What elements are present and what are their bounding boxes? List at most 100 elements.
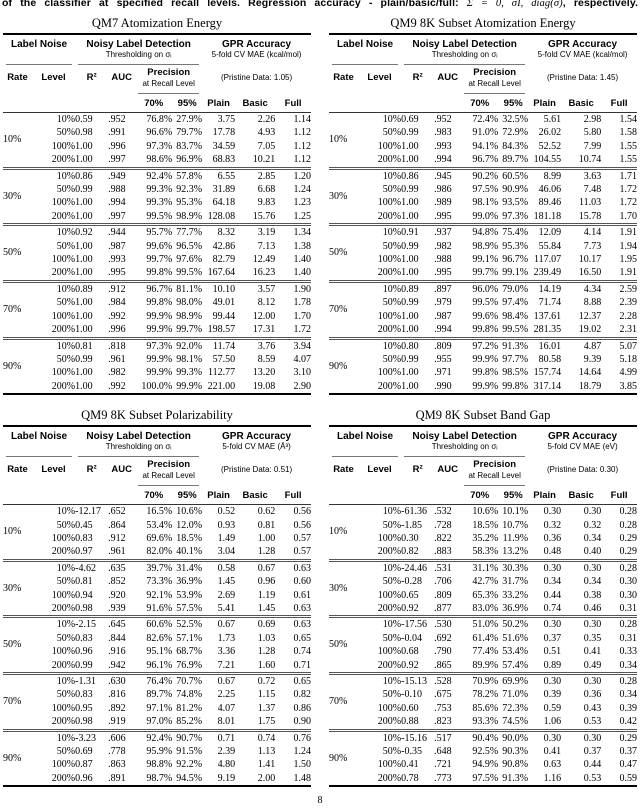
auc-cell: .945 xyxy=(434,166,462,184)
mae-full-cell: 2.39 xyxy=(619,297,638,309)
mae-basic-cell: 12.37 xyxy=(578,310,602,322)
table-row: 50% 0.99 .979 99.5% 97.4% 71.74 8.88 2.39 xyxy=(329,296,637,309)
rate-header: Rate xyxy=(333,72,354,83)
noise-level-cell: 50% xyxy=(382,240,402,252)
auc-cell: .979 xyxy=(434,297,452,309)
recall-95-header: 95% xyxy=(498,94,529,113)
noise-level-cell: 100% xyxy=(51,254,76,266)
noise-level-cell: 10% xyxy=(357,166,402,184)
r2-cell: 0.92 xyxy=(401,659,419,671)
mae-full-cell: 0.37 xyxy=(619,746,638,758)
table-row: 50% 0.69 .778 95.9% 91.5% 2.39 1.13 1.24 xyxy=(3,745,311,758)
auc-cell: .997 xyxy=(108,210,126,222)
basic-header: Basic xyxy=(235,486,276,506)
auc-cell: .996 xyxy=(108,324,126,336)
mae-full-cell: 1.54 xyxy=(619,114,638,125)
precision-70-cell: 65.3% xyxy=(472,589,499,601)
r2-cell: -0.35 xyxy=(401,746,422,758)
noise-level-cell: 50% xyxy=(56,353,76,365)
precision-95-cell: 96.9% xyxy=(176,154,203,166)
mae-basic-cell: 7.48 xyxy=(583,184,602,196)
precision-95-cell: 99.1% xyxy=(502,267,529,279)
header-rule-row xyxy=(329,451,637,458)
mae-plain-cell: 0.59 xyxy=(543,702,562,714)
mae-basic-cell: 1.00 xyxy=(257,532,276,544)
table-row: 70% 10% 0.89.912 96.7% 81.1% 10.10 3.57 1.90 xyxy=(3,279,311,338)
mae-plain-cell: 8.99 xyxy=(528,166,562,184)
table-row: 100% 0.60 .753 85.6% 72.3% 0.59 0.43 0.39 xyxy=(329,702,637,715)
mae-basic-cell: 1.75 xyxy=(257,716,276,728)
mae-full-cell: 1.91 xyxy=(601,223,637,240)
table-row: 50% 0.99 .961 99.9% 98.1% 57.50 8.59 4.07 xyxy=(3,353,311,366)
auc-cell: .877 xyxy=(434,602,452,614)
mae-plain-cell: 5.61 xyxy=(543,114,562,125)
rule-detection xyxy=(404,453,526,458)
mae-full-cell: 0.76 xyxy=(275,728,311,746)
r2-cell: 1.00 xyxy=(75,210,93,222)
mae-full-cell: 0.57 xyxy=(293,532,312,544)
mae-plain-cell: 1.16 xyxy=(543,772,562,784)
header-groups-row: Label Noise Noisy Label Detection GPR Accu… xyxy=(3,34,311,50)
precision-95-cell: 84.3% xyxy=(502,140,529,152)
mae-full-cell: 0.30 xyxy=(619,589,638,601)
mae-full-cell: 5.07 xyxy=(601,336,637,353)
precision-95-cell: 99.5% xyxy=(502,324,529,336)
mae-full-cell: 0.63 xyxy=(293,602,312,614)
header-bottom-row: 70% 95% Plain Basic Full xyxy=(3,94,311,113)
auc-header: AUC xyxy=(111,72,132,83)
r2-cell: -2.15 xyxy=(75,615,109,632)
data-table: Label Noise Noisy Label Detection GPR Accu… xyxy=(329,33,638,396)
precision-95-cell: 36.9% xyxy=(176,576,203,588)
mae-basic-cell: 7.73 xyxy=(583,240,602,252)
page-number: 8 xyxy=(317,795,323,807)
mae-full-cell: 2.31 xyxy=(619,324,638,336)
table-row: 100% 0.30 .822 35.2% 11.9% 0.36 0.34 0.29 xyxy=(329,532,637,545)
precision-95-cell: 93.5% xyxy=(502,197,529,209)
noise-level-cell: 200% xyxy=(51,659,76,671)
auc-cell: .952 xyxy=(108,114,126,125)
col-group-gpr: GPR Accuracy xyxy=(222,431,292,443)
auc-header: AUC xyxy=(437,72,458,83)
r2-cell: 0.87 xyxy=(75,759,93,771)
table-row: 100% 0.87 .863 98.8% 92.2% 4.80 1.41 1.50 xyxy=(3,758,311,771)
mae-plain-cell: 3.04 xyxy=(217,546,236,558)
precision-95-cell: 18.5% xyxy=(176,532,203,544)
precision-70-cell: 98.6% xyxy=(146,154,173,166)
mae-basic-cell: 0.38 xyxy=(583,589,602,601)
precision-subheader: at Recall Level xyxy=(142,79,195,88)
precision-95-cell: 81.2% xyxy=(176,702,203,714)
precision-70-cell: 98.1% xyxy=(472,197,499,209)
auc-cell: .790 xyxy=(434,646,452,658)
mae-full-cell: 0.39 xyxy=(619,702,638,714)
recall-70-header: 70% xyxy=(135,94,173,113)
auc-cell: .990 xyxy=(434,380,452,392)
mae-full-cell: 1.78 xyxy=(293,297,312,309)
auc-cell: .987 xyxy=(434,310,452,322)
mae-full-cell: 1.70 xyxy=(619,210,638,222)
r2-cell: 1.00 xyxy=(75,324,93,336)
mae-full-cell: 1.24 xyxy=(293,746,312,758)
auc-cell: .986 xyxy=(434,184,452,196)
mae-basic-cell: 15.78 xyxy=(578,210,602,222)
auc-cell: .952 xyxy=(434,114,452,125)
mae-basic-cell: 3.19 xyxy=(235,223,276,240)
auc-header: AUC xyxy=(437,464,458,476)
precision-70-cell: 91.0% xyxy=(472,127,499,139)
col-group-label-noise: Label Noise xyxy=(336,39,394,50)
r2-cell: 0.30 xyxy=(401,532,419,544)
precision-70-cell: 69.6% xyxy=(146,532,173,544)
r2-cell: 0.97 xyxy=(75,546,93,558)
auc-cell: .971 xyxy=(434,367,452,379)
mae-basic-cell: 0.30 xyxy=(561,615,602,632)
r2-cell: 0.99 xyxy=(75,353,93,365)
mae-full-cell: 0.86 xyxy=(293,702,312,714)
noise-level-cell: 10% xyxy=(357,223,402,240)
table-row: 200% 1.00 .990 99.9% 99.8% 317.14 18.79 3.85 xyxy=(329,380,637,394)
r2-cell: 0.99 xyxy=(401,184,419,196)
mae-plain-cell: 0.93 xyxy=(217,519,236,531)
table-row: 200% 0.97 .961 82.0% 40.1% 3.04 1.28 0.57 xyxy=(3,545,311,560)
table-row: 10% 10% -12.17.652 16.5% 10.6% 0.52 0.62 0.56 xyxy=(3,505,311,537)
mae-full-cell: 1.90 xyxy=(275,279,311,297)
rule-detection xyxy=(404,61,526,65)
gpr-subtitle: 5-fold CV MAE (Å³) xyxy=(222,442,291,452)
